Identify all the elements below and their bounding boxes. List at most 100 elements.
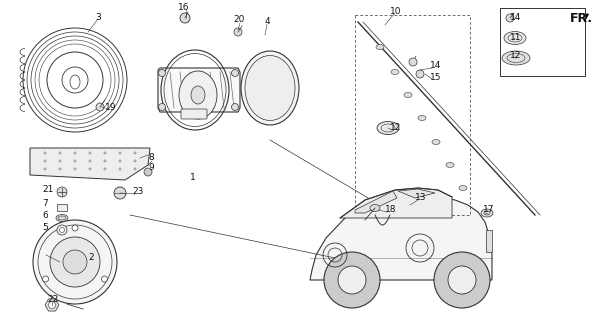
- Ellipse shape: [446, 163, 454, 167]
- Text: 12: 12: [510, 51, 521, 60]
- Circle shape: [159, 103, 165, 110]
- Circle shape: [88, 159, 92, 163]
- Text: 21: 21: [42, 186, 53, 195]
- Circle shape: [96, 103, 104, 111]
- Circle shape: [44, 159, 47, 163]
- Text: 7: 7: [42, 199, 48, 209]
- Text: 23: 23: [132, 188, 144, 196]
- Text: 3: 3: [95, 13, 101, 22]
- Circle shape: [42, 276, 48, 282]
- Text: 13: 13: [415, 194, 427, 203]
- Circle shape: [57, 225, 67, 235]
- Circle shape: [144, 168, 152, 176]
- Circle shape: [506, 14, 514, 22]
- Circle shape: [104, 151, 107, 155]
- Circle shape: [59, 159, 61, 163]
- Circle shape: [114, 187, 126, 199]
- Circle shape: [48, 301, 56, 308]
- Text: 12: 12: [390, 124, 401, 132]
- Text: 11: 11: [510, 34, 522, 43]
- Text: 16: 16: [178, 4, 190, 12]
- Circle shape: [434, 252, 490, 308]
- Bar: [500, 8, 585, 76]
- Ellipse shape: [481, 209, 493, 217]
- Circle shape: [73, 151, 76, 155]
- Circle shape: [133, 167, 136, 171]
- Text: 6: 6: [42, 212, 48, 220]
- Ellipse shape: [376, 44, 384, 50]
- Circle shape: [324, 252, 380, 308]
- Ellipse shape: [459, 186, 467, 190]
- Ellipse shape: [432, 140, 440, 145]
- Ellipse shape: [377, 122, 399, 134]
- Circle shape: [234, 28, 242, 36]
- Ellipse shape: [191, 86, 205, 104]
- Text: 17: 17: [483, 205, 494, 214]
- Circle shape: [59, 167, 61, 171]
- Polygon shape: [355, 191, 397, 213]
- Polygon shape: [45, 299, 59, 311]
- Circle shape: [72, 225, 78, 231]
- Circle shape: [119, 159, 121, 163]
- Text: 20: 20: [233, 15, 244, 25]
- Bar: [355, 15, 470, 215]
- Circle shape: [33, 220, 117, 304]
- Circle shape: [44, 151, 47, 155]
- Text: 10: 10: [390, 7, 402, 17]
- Circle shape: [88, 151, 92, 155]
- Circle shape: [119, 151, 121, 155]
- Ellipse shape: [245, 55, 295, 121]
- Circle shape: [231, 103, 239, 110]
- Circle shape: [88, 167, 92, 171]
- Ellipse shape: [404, 92, 412, 98]
- Circle shape: [57, 187, 67, 197]
- Ellipse shape: [370, 204, 380, 212]
- Text: 4: 4: [265, 18, 271, 27]
- Ellipse shape: [502, 51, 530, 65]
- Bar: [57, 204, 67, 211]
- Text: 5: 5: [42, 223, 48, 233]
- Text: 9: 9: [148, 163, 154, 172]
- Polygon shape: [310, 196, 492, 280]
- Text: 8: 8: [148, 154, 154, 163]
- Circle shape: [59, 151, 61, 155]
- Ellipse shape: [504, 31, 526, 44]
- Text: 14: 14: [430, 60, 441, 69]
- Ellipse shape: [418, 116, 426, 121]
- Circle shape: [104, 167, 107, 171]
- Circle shape: [119, 167, 121, 171]
- Circle shape: [133, 151, 136, 155]
- FancyBboxPatch shape: [181, 109, 207, 119]
- Circle shape: [409, 58, 417, 66]
- Circle shape: [448, 266, 476, 294]
- Ellipse shape: [241, 51, 299, 125]
- Circle shape: [338, 266, 366, 294]
- Circle shape: [133, 159, 136, 163]
- Text: 15: 15: [430, 73, 442, 82]
- Ellipse shape: [179, 71, 217, 119]
- Ellipse shape: [56, 214, 68, 221]
- Circle shape: [50, 237, 100, 287]
- Bar: [486, 230, 492, 252]
- Polygon shape: [398, 189, 435, 198]
- Polygon shape: [340, 188, 452, 218]
- Circle shape: [59, 228, 64, 233]
- Text: FR.: FR.: [570, 12, 593, 25]
- Text: 14: 14: [510, 13, 521, 22]
- Circle shape: [104, 159, 107, 163]
- Ellipse shape: [391, 69, 399, 75]
- Circle shape: [63, 250, 87, 274]
- Polygon shape: [158, 68, 240, 112]
- Text: 22: 22: [47, 295, 58, 305]
- Text: 2: 2: [88, 253, 93, 262]
- Circle shape: [416, 70, 424, 78]
- Circle shape: [44, 167, 47, 171]
- Polygon shape: [30, 148, 150, 180]
- Text: 19: 19: [105, 103, 116, 113]
- Text: 18: 18: [385, 205, 396, 214]
- Circle shape: [180, 13, 190, 23]
- Circle shape: [159, 69, 165, 76]
- Text: 1: 1: [190, 173, 196, 182]
- Circle shape: [231, 69, 239, 76]
- Circle shape: [101, 276, 107, 282]
